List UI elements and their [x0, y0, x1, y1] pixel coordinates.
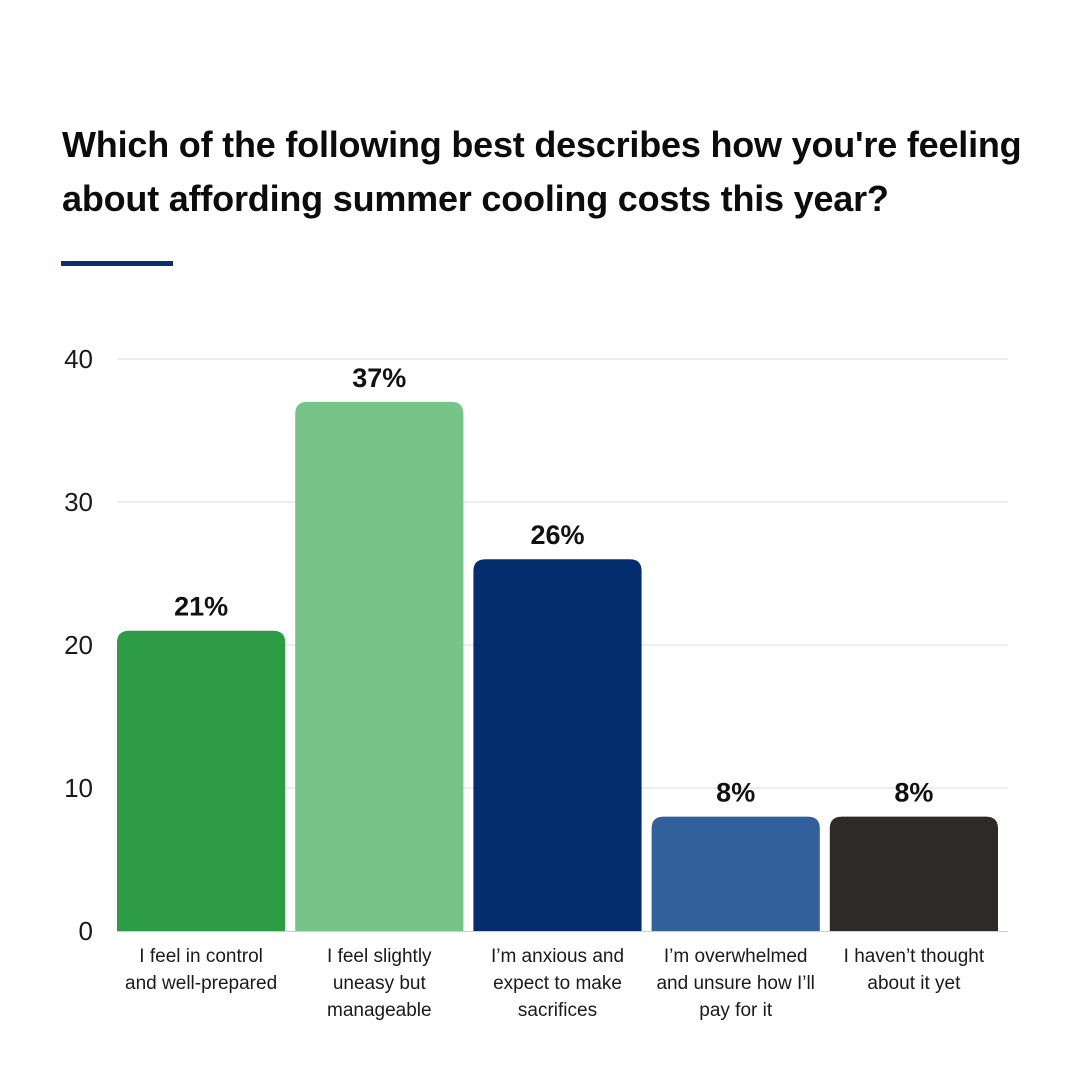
data-label: 8%	[894, 778, 933, 808]
x-tick-label-line: expect to make	[493, 973, 622, 994]
x-tick-label-line: sacrifices	[518, 1000, 597, 1021]
x-tick-label: I haven’t thought about it yet	[844, 946, 985, 994]
y-tick-label: 30	[64, 487, 93, 517]
bar	[295, 401, 464, 931]
x-tick-label-line: pay for it	[699, 1000, 773, 1021]
x-tick-label-line: manageable	[327, 1000, 432, 1021]
data-label: 37%	[352, 363, 406, 393]
x-tick-label: I feel in control and well-prepared	[125, 946, 277, 994]
y-axis-ticks: 0 10 20 30 40	[64, 344, 93, 946]
bars	[117, 401, 998, 931]
x-tick-label-line: uneasy but	[333, 973, 427, 994]
x-tick-label-line: I’m anxious and	[491, 946, 624, 967]
x-tick-label-line: about it yet	[867, 973, 961, 994]
x-tick-label-line: I haven’t thought	[844, 946, 985, 967]
x-tick-label-line: I feel in control	[139, 946, 263, 967]
y-tick-label: 10	[64, 773, 93, 803]
y-tick-label: 20	[64, 630, 93, 660]
bar	[117, 630, 286, 931]
bar	[651, 816, 820, 931]
x-tick-label-line: and unsure how I’ll	[656, 973, 814, 994]
x-tick-label: I’m overwhelmed and unsure how I’ll pay fo…	[656, 946, 814, 1021]
x-tick-label-line: and well-prepared	[125, 973, 277, 994]
x-tick-label: I feel slightly uneasy but manageable	[327, 946, 432, 1021]
data-label: 8%	[716, 778, 755, 808]
data-label: 26%	[530, 520, 584, 550]
chart-title: Which of the following best describes ho…	[62, 124, 1022, 219]
data-label: 21%	[174, 592, 228, 622]
x-tick-label-line: I feel slightly	[327, 946, 432, 967]
x-tick-label: I’m anxious and expect to make sacrifices	[491, 946, 624, 1021]
title-underline	[61, 261, 173, 266]
bar	[473, 559, 642, 931]
bar	[829, 816, 998, 931]
data-labels: 21% 37% 26% 8% 8%	[174, 363, 933, 808]
y-tick-label: 40	[64, 344, 93, 374]
y-tick-label: 0	[79, 916, 93, 946]
x-tick-label-line: I’m overwhelmed	[664, 946, 808, 967]
